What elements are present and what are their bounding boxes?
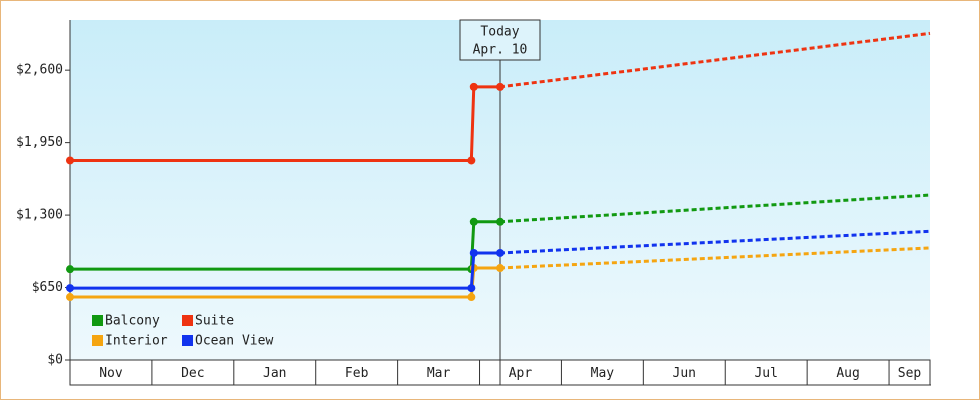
y-tick-label: $2,600: [16, 63, 63, 78]
legend-label: Suite: [195, 314, 234, 329]
legend-label: Ocean View: [195, 334, 273, 349]
price-point: [496, 248, 504, 257]
legend-label: Balcony: [105, 314, 160, 329]
price-point: [496, 217, 504, 226]
legend-swatch: [182, 315, 193, 326]
y-tick-label: $650: [32, 280, 63, 295]
x-tick-label: Jan: [263, 366, 286, 381]
y-tick-label: $0: [47, 353, 63, 368]
price-point: [66, 265, 74, 274]
price-line: [70, 251, 500, 290]
price-point: [496, 264, 504, 273]
x-tick-label: Dec: [181, 366, 204, 381]
price-point: [467, 293, 476, 302]
price-point: [66, 293, 74, 302]
x-tick-label: Aug: [836, 366, 859, 381]
today-label: Today: [480, 25, 519, 40]
legend-label: Interior: [105, 334, 168, 349]
x-tick-label: Mar: [427, 366, 451, 381]
legend-swatch: [92, 315, 103, 326]
price-point: [469, 217, 478, 226]
price-line: [70, 85, 500, 162]
price-point: [66, 284, 74, 293]
price-point: [469, 248, 478, 257]
today-label: Apr. 10: [473, 43, 528, 58]
x-tick-label: Nov: [99, 366, 123, 381]
y-tick-label: $1,300: [16, 208, 63, 223]
x-tick-label: Sep: [898, 366, 922, 381]
price-point: [66, 156, 74, 165]
x-tick-label: Jul: [754, 366, 777, 381]
y-tick-label: $1,950: [16, 135, 63, 150]
legend-swatch: [92, 335, 103, 346]
price-line: [70, 220, 500, 271]
legend-swatch: [182, 335, 193, 346]
price-point: [496, 82, 504, 91]
x-tick-label: May: [591, 366, 615, 381]
price-point: [467, 284, 476, 293]
forecast-line: [499, 31, 931, 89]
x-tick-label: Feb: [345, 366, 369, 381]
price-point: [467, 156, 476, 165]
x-tick-label: Jun: [673, 366, 696, 381]
x-tick-label: Apr: [509, 366, 533, 381]
price-point: [469, 82, 478, 91]
today-box: [459, 19, 541, 61]
